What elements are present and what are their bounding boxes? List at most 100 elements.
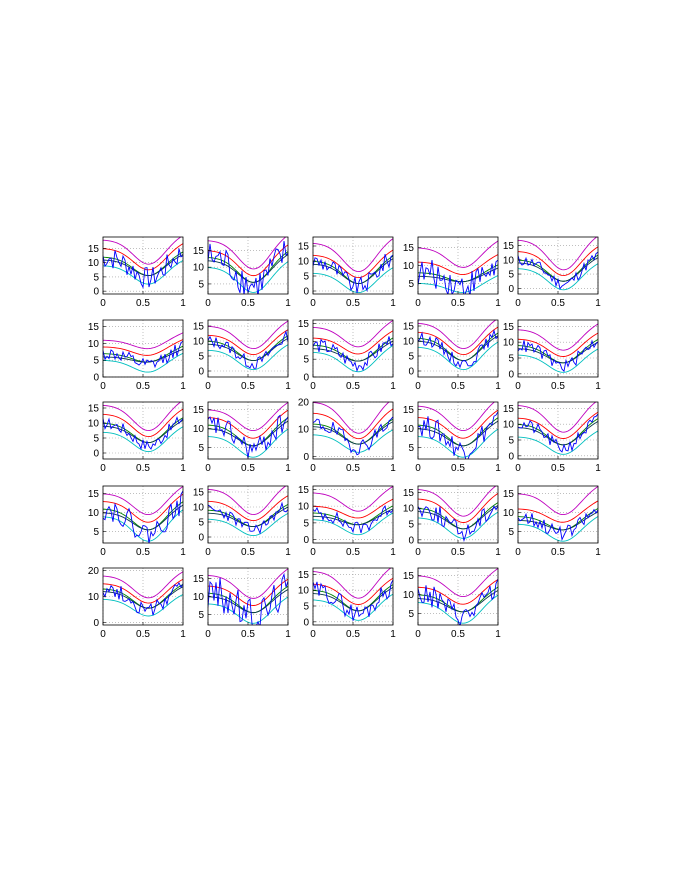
x-tick-label: 0.5	[136, 298, 150, 309]
series-curve-c	[418, 579, 498, 605]
y-tick-label: 5	[408, 609, 414, 620]
subplot-7: 0 5 10 15 0 0.5 1	[178, 316, 298, 393]
y-tick-label: 0	[303, 287, 309, 298]
series-curve-e	[103, 254, 183, 276]
x-tick-label: 1	[390, 298, 396, 309]
series-curve-e	[103, 504, 183, 531]
series-curve-c	[313, 498, 393, 519]
series-data	[103, 416, 183, 451]
y-tick-label: 10	[193, 592, 205, 603]
subplot-svg: 5 10 15 0 0.5 1	[403, 236, 501, 309]
x-tick-label: 0	[100, 629, 106, 640]
x-tick-label: 0	[205, 463, 211, 474]
y-tick-label: 10	[298, 586, 310, 597]
y-tick-label: 0	[303, 535, 309, 546]
x-tick-label: 0	[205, 381, 211, 392]
subplot-24: 5 10 15 0 0.5 1	[388, 564, 508, 641]
subplot-5: 0 5 10 15 0 0.5 1	[488, 233, 608, 310]
y-tick-label: 5	[303, 602, 309, 613]
x-tick-label: 1	[495, 298, 501, 309]
subplot-18: 0 5 10 15 0 0.5 1	[283, 482, 403, 559]
series-curve-b	[418, 502, 498, 530]
x-tick-label: 0	[310, 463, 316, 474]
series-curve-a	[208, 428, 288, 458]
series-curve-d	[103, 571, 183, 599]
y-tick-label: 0	[303, 617, 309, 628]
subplot-6: 0 5 10 15 0 0.5 1	[73, 316, 193, 393]
subplot-10: 0 5 10 15 0 0.5 1	[488, 316, 608, 393]
subplot-9: 0 5 10 15 0 0.5 1	[388, 316, 508, 393]
series-curve-d	[208, 568, 288, 599]
subplot-svg: 0 10 20 0 0.5 1	[298, 398, 396, 475]
x-tick-label: 0.5	[346, 463, 360, 474]
subplot-svg: 0 5 10 15 0 0.5 1	[403, 319, 501, 392]
x-tick-label: 1	[495, 629, 501, 640]
x-tick-label: 1	[180, 298, 186, 309]
y-tick-label: 15	[193, 405, 205, 416]
y-tick-label: 5	[303, 518, 309, 529]
y-tick-label: 0	[408, 367, 414, 378]
series-data	[208, 330, 288, 369]
y-tick-label: 5	[408, 279, 414, 290]
subplot-svg: 0 5 10 15 0 0.5 1	[298, 567, 396, 640]
x-tick-label: 1	[285, 629, 291, 640]
x-tick-label: 0	[100, 463, 106, 474]
y-tick-label: 10	[298, 502, 310, 513]
series-curve-a	[103, 352, 183, 373]
subplot-svg: 5 10 15 0 0.5 1	[193, 236, 291, 309]
x-tick-label: 1	[390, 629, 396, 640]
series-curve-c	[208, 329, 288, 356]
subplot-11: 0 5 10 15 0 0.5 1	[73, 398, 193, 475]
x-tick-label: 0	[515, 547, 521, 558]
series-curve-e	[208, 254, 288, 283]
y-tick-label: 15	[193, 488, 205, 499]
x-tick-label: 0	[415, 381, 421, 392]
y-tick-label: 15	[403, 243, 415, 254]
series-data	[103, 490, 183, 543]
subplot-19: 0 5 10 15 0 0.5 1	[388, 482, 508, 559]
y-tick-label: 0	[198, 533, 204, 544]
series-data	[418, 411, 498, 459]
y-tick-label: 0	[93, 618, 99, 629]
y-tick-label: 10	[298, 337, 310, 348]
x-tick-label: 1	[285, 381, 291, 392]
x-tick-label: 0.5	[136, 547, 150, 558]
y-tick-label: 10	[403, 590, 415, 601]
y-tick-label: 0	[508, 369, 514, 380]
y-tick-label: 10	[503, 255, 515, 266]
series-curve-e	[313, 421, 393, 445]
y-tick-label: 5	[408, 352, 414, 363]
subplot-svg: 0 5 10 15 0 0.5 1	[193, 485, 291, 558]
series-curve-c	[418, 326, 498, 356]
y-tick-label: 5	[93, 527, 99, 538]
subplot-svg: 0 5 10 15 0 0.5 1	[88, 236, 186, 309]
x-tick-label: 0	[205, 547, 211, 558]
y-tick-label: 15	[403, 322, 415, 333]
series-data	[313, 505, 393, 534]
x-tick-label: 1	[595, 463, 601, 474]
series-curve-c	[103, 578, 183, 604]
series-curve-e	[208, 506, 288, 528]
subplot-20: 5 10 15 0 0.5 1	[488, 482, 608, 559]
subplot-svg: 0 10 20 0 0.5 1	[88, 566, 186, 640]
y-tick-label: 5	[93, 272, 99, 283]
subplot-svg: 0 5 10 15 0 0.5 1	[298, 236, 396, 309]
subplot-12: 5 10 15 0 0.5 1	[178, 398, 298, 475]
x-tick-label: 0.5	[136, 629, 150, 640]
y-tick-label: 0	[303, 373, 309, 384]
series-data	[313, 579, 393, 621]
subplot-svg: 0 5 10 15 0 0.5 1	[503, 236, 601, 309]
x-tick-label: 0.5	[241, 463, 255, 474]
subplot-3: 0 5 10 15 0 0.5 1	[283, 233, 403, 310]
x-tick-label: 0.5	[346, 629, 360, 640]
series-curve-d	[418, 320, 497, 350]
y-tick-label: 15	[403, 405, 415, 416]
series-curve-d	[313, 402, 390, 434]
series-curve-a	[518, 430, 598, 455]
series-curve-d	[313, 486, 393, 512]
y-tick-label: 5	[508, 270, 514, 281]
x-tick-label: 0.5	[241, 381, 255, 392]
y-tick-label: 15	[88, 244, 100, 255]
subplot-1: 0 5 10 15 0 0.5 1	[73, 233, 193, 310]
series-curve-c	[518, 246, 598, 276]
